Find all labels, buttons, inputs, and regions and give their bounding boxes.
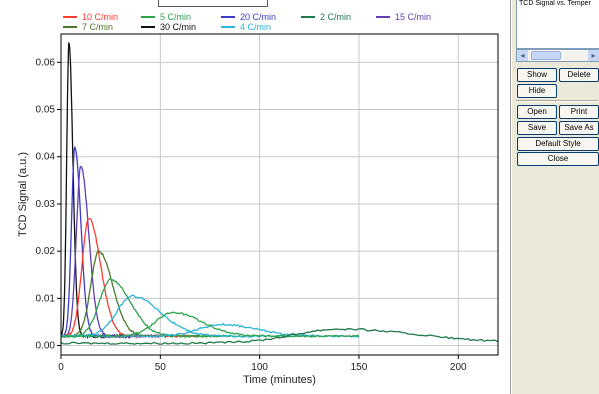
default-style-button[interactable]: Default Style bbox=[517, 137, 599, 151]
scroll-right-icon[interactable]: ▸ bbox=[588, 50, 599, 61]
plot-area bbox=[61, 34, 498, 355]
legend-label: 15 C/min bbox=[395, 12, 431, 22]
close-button[interactable]: Close bbox=[517, 152, 599, 166]
y-tick-label: 0.04 bbox=[36, 152, 56, 163]
save-button[interactable]: Save bbox=[517, 121, 557, 135]
legend-label: 5 C/min bbox=[160, 12, 191, 22]
legend-label: 4 C/min bbox=[240, 22, 271, 32]
show-button[interactable]: Show bbox=[517, 68, 557, 82]
y-tick-label: 0.01 bbox=[36, 293, 56, 304]
legend-label: 20 C/min bbox=[240, 12, 276, 22]
series-list-item[interactable]: TCD Signal vs. Temper bbox=[519, 0, 591, 7]
x-tick-label: 50 bbox=[155, 362, 167, 373]
series-line bbox=[60, 328, 499, 345]
legend-label: 7 C/min bbox=[82, 22, 113, 32]
chart-window: 0 50 100 150 200 0.00 0.01 0.02 0.03 0.04 0.05 0.06… bbox=[0, 0, 511, 394]
scroll-thumb[interactable] bbox=[531, 51, 561, 60]
x-tick-label: 100 bbox=[251, 362, 268, 373]
delete-button[interactable]: Delete bbox=[559, 68, 599, 82]
series-list-box[interactable]: TCD Signal vs. Temper bbox=[516, 0, 599, 49]
window-tab bbox=[158, 0, 268, 7]
legend-label: 30 C/min bbox=[160, 22, 196, 32]
y-tick-label: 0.06 bbox=[36, 57, 56, 68]
hide-button[interactable]: Hide bbox=[517, 84, 557, 98]
window-top-strip bbox=[0, 0, 510, 8]
horizontal-scrollbar[interactable]: ◂ ▸ bbox=[516, 49, 599, 62]
plot-border bbox=[60, 33, 499, 356]
y-tick-label: 0.03 bbox=[36, 199, 56, 210]
x-tick-label: 200 bbox=[450, 362, 467, 373]
save-as-button[interactable]: Save As bbox=[559, 121, 599, 135]
legend-label: 10 C/min bbox=[82, 12, 118, 22]
series-line bbox=[60, 311, 360, 338]
right-control-panel: TCD Signal vs. Temper ◂ ▸ Show Delete Hi… bbox=[511, 0, 599, 394]
print-button[interactable]: Print bbox=[559, 105, 599, 119]
y-tick-label: 0.02 bbox=[36, 246, 56, 257]
scroll-left-icon[interactable]: ◂ bbox=[517, 50, 528, 61]
chart-svg: 0 50 100 150 200 0.00 0.01 0.02 0.03 0.04 0.05 0.06… bbox=[17, 12, 499, 386]
y-tick-label: 0.00 bbox=[36, 341, 56, 352]
x-axis-title: Time (minutes) bbox=[243, 374, 316, 386]
panel-divider bbox=[516, 100, 598, 102]
x-tick-label: 0 bbox=[58, 362, 64, 373]
x-tick-label: 150 bbox=[351, 362, 368, 373]
y-axis-title: TCD Signal (a.u.) bbox=[17, 152, 29, 237]
y-tick-label: 0.05 bbox=[36, 105, 56, 116]
open-button[interactable]: Open bbox=[517, 105, 557, 119]
legend-label: 2 C/min bbox=[320, 12, 351, 22]
